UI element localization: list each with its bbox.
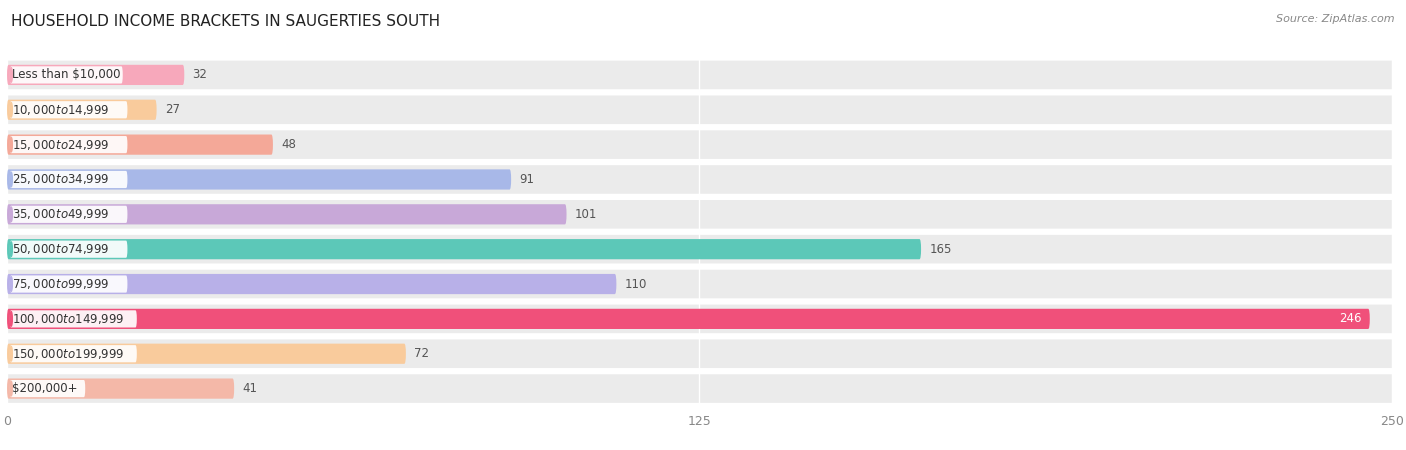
FancyBboxPatch shape — [7, 374, 1392, 403]
Text: $75,000 to $99,999: $75,000 to $99,999 — [13, 277, 110, 291]
FancyBboxPatch shape — [10, 345, 136, 362]
FancyBboxPatch shape — [7, 344, 406, 364]
Text: HOUSEHOLD INCOME BRACKETS IN SAUGERTIES SOUTH: HOUSEHOLD INCOME BRACKETS IN SAUGERTIES … — [11, 14, 440, 28]
Text: 91: 91 — [519, 173, 534, 186]
FancyBboxPatch shape — [10, 101, 128, 118]
FancyBboxPatch shape — [7, 305, 1392, 333]
FancyBboxPatch shape — [10, 171, 128, 188]
Circle shape — [10, 207, 13, 222]
FancyBboxPatch shape — [10, 241, 128, 258]
Circle shape — [10, 277, 13, 291]
FancyBboxPatch shape — [10, 206, 128, 223]
Text: $50,000 to $74,999: $50,000 to $74,999 — [13, 242, 110, 256]
FancyBboxPatch shape — [7, 339, 1392, 368]
Text: 165: 165 — [929, 243, 952, 256]
FancyBboxPatch shape — [10, 310, 136, 328]
FancyBboxPatch shape — [10, 66, 122, 84]
Text: 27: 27 — [165, 103, 180, 116]
FancyBboxPatch shape — [7, 65, 184, 85]
FancyBboxPatch shape — [7, 239, 921, 259]
Circle shape — [10, 346, 13, 361]
FancyBboxPatch shape — [7, 130, 1392, 159]
Text: $15,000 to $24,999: $15,000 to $24,999 — [13, 138, 110, 152]
Text: 41: 41 — [242, 382, 257, 395]
FancyBboxPatch shape — [7, 135, 273, 155]
Text: $10,000 to $14,999: $10,000 to $14,999 — [13, 103, 110, 117]
Circle shape — [10, 137, 13, 152]
Circle shape — [10, 172, 13, 187]
Text: 246: 246 — [1339, 312, 1361, 325]
Circle shape — [10, 68, 13, 82]
Text: $150,000 to $199,999: $150,000 to $199,999 — [13, 347, 125, 361]
Text: 72: 72 — [415, 347, 429, 360]
Text: Source: ZipAtlas.com: Source: ZipAtlas.com — [1277, 14, 1395, 23]
Text: 101: 101 — [575, 208, 598, 221]
Circle shape — [10, 103, 13, 117]
Text: 48: 48 — [281, 138, 297, 151]
FancyBboxPatch shape — [7, 274, 616, 294]
FancyBboxPatch shape — [7, 378, 235, 399]
FancyBboxPatch shape — [7, 200, 1392, 229]
Circle shape — [10, 311, 13, 326]
FancyBboxPatch shape — [7, 270, 1392, 298]
Text: $35,000 to $49,999: $35,000 to $49,999 — [13, 207, 110, 221]
FancyBboxPatch shape — [10, 136, 128, 153]
FancyBboxPatch shape — [7, 99, 156, 120]
FancyBboxPatch shape — [10, 275, 128, 292]
FancyBboxPatch shape — [7, 309, 1369, 329]
Text: 32: 32 — [193, 68, 208, 81]
Text: 110: 110 — [624, 278, 647, 291]
Text: $100,000 to $149,999: $100,000 to $149,999 — [13, 312, 125, 326]
Text: $25,000 to $34,999: $25,000 to $34,999 — [13, 172, 110, 186]
FancyBboxPatch shape — [7, 169, 512, 189]
FancyBboxPatch shape — [10, 380, 86, 397]
Circle shape — [10, 242, 13, 256]
Circle shape — [10, 381, 13, 396]
FancyBboxPatch shape — [7, 204, 567, 225]
Text: $200,000+: $200,000+ — [13, 382, 77, 395]
FancyBboxPatch shape — [7, 61, 1392, 89]
FancyBboxPatch shape — [7, 95, 1392, 124]
Text: Less than $10,000: Less than $10,000 — [13, 68, 121, 81]
FancyBboxPatch shape — [7, 165, 1392, 194]
FancyBboxPatch shape — [7, 235, 1392, 263]
